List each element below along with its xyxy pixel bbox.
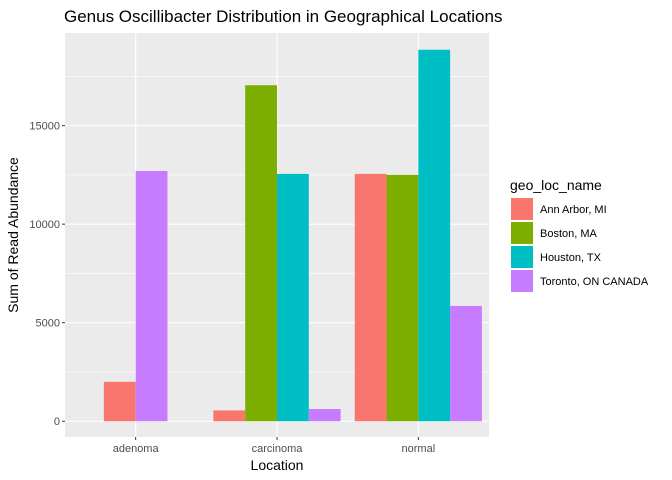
x-tick-label: carcinoma — [252, 443, 304, 455]
bar-normal-houston-tx — [418, 49, 451, 422]
legend: geo_loc_name Ann Arbor, MI Boston, MA Hous… — [510, 177, 649, 292]
bar-normal-ann-arbor-mi — [354, 173, 387, 422]
y-tick-label: 0 — [54, 416, 60, 428]
axes: 0 5000 10000 15000 adenoma carcinoma normal — [29, 121, 435, 455]
bars — [103, 49, 482, 422]
y-tick-label: 10000 — [29, 219, 60, 231]
chart-title: Genus Oscillibacter Distribution in Geog… — [64, 7, 502, 26]
y-axis-title: Sum of Read Abundance — [5, 157, 21, 313]
x-axis-title: Location — [251, 457, 304, 473]
y-tick-label: 5000 — [36, 318, 60, 330]
bar-adenoma-toronto-on-canada — [135, 170, 168, 422]
bar-adenoma-ann-arbor-mi — [103, 381, 136, 422]
legend-label: Houston, TX — [540, 252, 602, 264]
legend-key — [511, 246, 533, 268]
bar-carcinoma-boston-ma — [245, 85, 277, 422]
bar-normal-toronto-on-canada — [450, 305, 482, 422]
legend-title: geo_loc_name — [510, 177, 602, 193]
x-tick-label: adenoma — [113, 443, 160, 455]
legend-key — [511, 198, 533, 220]
x-tick-label: normal — [402, 443, 436, 455]
bar-normal-boston-ma — [386, 174, 419, 422]
bar-carcinoma-houston-tx — [277, 173, 309, 422]
legend-label: Ann Arbor, MI — [540, 204, 607, 216]
legend-label: Boston, MA — [540, 228, 598, 240]
bar-carcinoma-toronto-on-canada — [308, 409, 341, 422]
legend-key — [511, 222, 533, 244]
legend-key — [511, 270, 533, 292]
legend-label: Toronto, ON CANADA — [540, 276, 649, 288]
bar-carcinoma-ann-arbor-mi — [213, 410, 246, 422]
y-tick-label: 15000 — [29, 121, 60, 133]
